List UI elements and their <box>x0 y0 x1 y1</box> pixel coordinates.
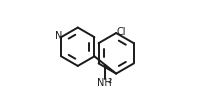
Text: NH: NH <box>97 78 112 88</box>
Text: N: N <box>55 31 62 41</box>
Text: Cl: Cl <box>116 28 125 38</box>
Text: 2: 2 <box>107 78 112 84</box>
